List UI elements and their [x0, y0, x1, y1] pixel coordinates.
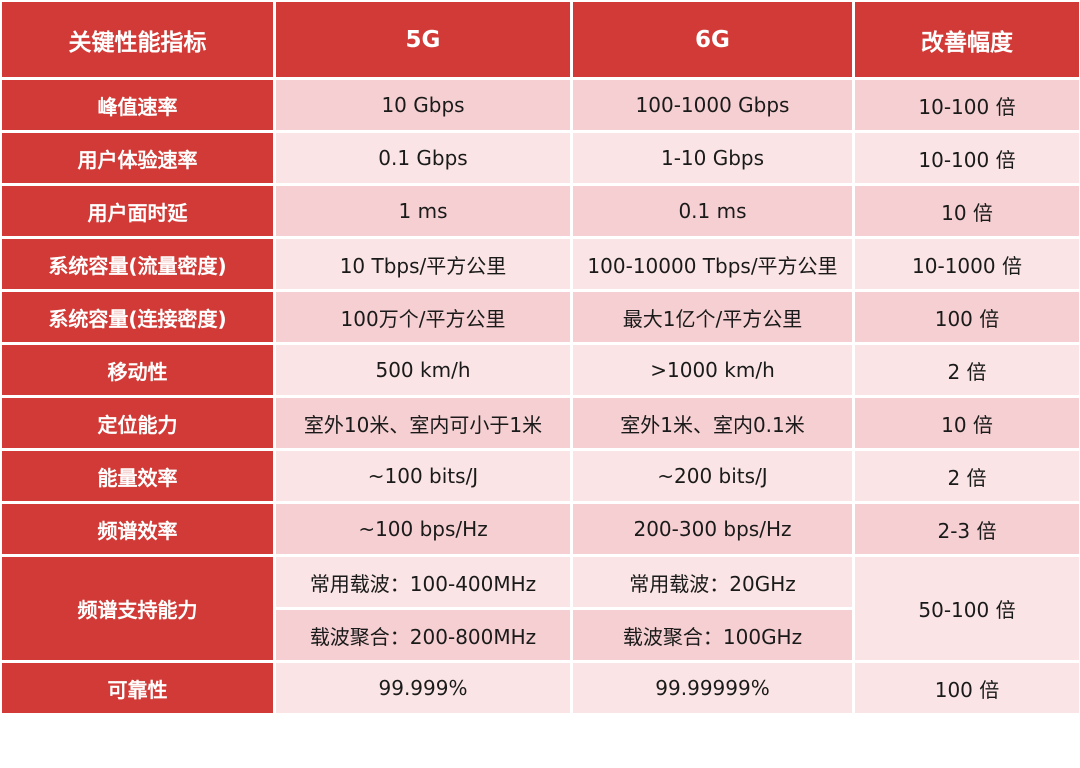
cell-6g: 室外1米、室内0.1米	[573, 398, 852, 448]
cell-improvement: 2-3 倍	[855, 504, 1079, 554]
row-label: 系统容量(连接密度)	[2, 292, 273, 342]
cell-6g: ~200 bits/J	[573, 451, 852, 501]
cell-6g: 99.99999%	[573, 663, 852, 713]
cell-5g-carrier: 常用载波：100-400MHz	[276, 557, 570, 607]
header-6g: 6G	[573, 2, 852, 77]
cell-6g: >1000 km/h	[573, 345, 852, 395]
cell-6g-aggregation: 载波聚合：100GHz	[573, 610, 852, 660]
cell-5g: ~100 bps/Hz	[276, 504, 570, 554]
cell-improvement: 10-100 倍	[855, 80, 1079, 130]
row-label: 定位能力	[2, 398, 273, 448]
cell-5g: ~100 bits/J	[276, 451, 570, 501]
cell-6g: 100-1000 Gbps	[573, 80, 852, 130]
cell-improvement: 10-1000 倍	[855, 239, 1079, 289]
row-label: 频谱效率	[2, 504, 273, 554]
header-metric: 关键性能指标	[2, 2, 273, 77]
cell-improvement: 2 倍	[855, 345, 1079, 395]
cell-5g: 室外10米、室内可小于1米	[276, 398, 570, 448]
cell-improvement: 100 倍	[855, 292, 1079, 342]
cell-5g: 100万个/平方公里	[276, 292, 570, 342]
row-label: 峰值速率	[2, 80, 273, 130]
cell-5g: 99.999%	[276, 663, 570, 713]
row-label: 用户体验速率	[2, 133, 273, 183]
cell-5g: 10 Tbps/平方公里	[276, 239, 570, 289]
row-label: 频谱支持能力	[2, 557, 273, 660]
cell-improvement: 50-100 倍	[855, 557, 1079, 660]
cell-6g: 100-10000 Tbps/平方公里	[573, 239, 852, 289]
row-label: 可靠性	[2, 663, 273, 713]
cell-5g: 1 ms	[276, 186, 570, 236]
cell-6g: 1-10 Gbps	[573, 133, 852, 183]
cell-improvement: 2 倍	[855, 451, 1079, 501]
cell-6g: 0.1 ms	[573, 186, 852, 236]
cell-6g-carrier: 常用载波：20GHz	[573, 557, 852, 607]
row-label: 用户面时延	[2, 186, 273, 236]
cell-improvement: 100 倍	[855, 663, 1079, 713]
row-label: 能量效率	[2, 451, 273, 501]
cell-improvement: 10-100 倍	[855, 133, 1079, 183]
cell-6g: 最大1亿个/平方公里	[573, 292, 852, 342]
header-5g: 5G	[276, 2, 570, 77]
cell-5g: 0.1 Gbps	[276, 133, 570, 183]
row-label: 系统容量(流量密度)	[2, 239, 273, 289]
cell-5g: 500 km/h	[276, 345, 570, 395]
cell-5g: 10 Gbps	[276, 80, 570, 130]
cell-improvement: 10 倍	[855, 398, 1079, 448]
row-label: 移动性	[2, 345, 273, 395]
cell-improvement: 10 倍	[855, 186, 1079, 236]
cell-6g: 200-300 bps/Hz	[573, 504, 852, 554]
cell-5g-aggregation: 载波聚合：200-800MHz	[276, 610, 570, 660]
header-improvement: 改善幅度	[855, 2, 1079, 77]
